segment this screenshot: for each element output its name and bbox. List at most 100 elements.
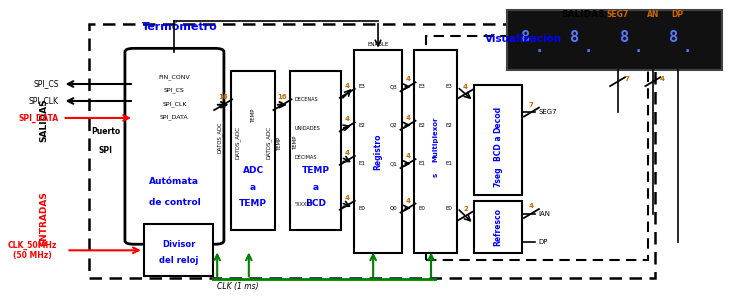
Text: IAN: IAN [538, 211, 550, 217]
Text: .: . [633, 40, 642, 55]
Text: 16: 16 [219, 94, 228, 100]
Text: E2: E2 [359, 123, 366, 128]
Bar [354, 50, 403, 253]
Bar [290, 71, 341, 230]
Text: BCD a: BCD a [494, 136, 502, 161]
Text: 4: 4 [406, 76, 410, 82]
Text: ADC: ADC [243, 166, 264, 175]
Text: .: . [535, 40, 544, 55]
Text: CLK_50MHz: CLK_50MHz [8, 241, 57, 250]
Text: E0: E0 [359, 206, 366, 211]
Text: a: a [250, 183, 256, 192]
Text: DP: DP [672, 10, 684, 19]
Text: Registro: Registro [373, 133, 382, 170]
Text: DP: DP [538, 239, 547, 245]
Text: SALIDAS: SALIDAS [39, 98, 48, 142]
Text: ENABLE: ENABLE [367, 43, 388, 47]
Text: 4: 4 [345, 195, 350, 201]
Text: AN: AN [647, 10, 659, 19]
Text: de control: de control [149, 197, 201, 206]
Bar [144, 224, 213, 276]
Text: s: s [432, 173, 438, 177]
Text: 7: 7 [624, 76, 629, 82]
Text: 4: 4 [406, 115, 410, 121]
Text: FIN_CONV: FIN_CONV [158, 74, 190, 80]
Text: Decod: Decod [494, 106, 502, 134]
Text: Autómata: Autómata [149, 177, 199, 186]
Text: Termómetro: Termómetro [142, 22, 217, 32]
Text: Visualización: Visualización [486, 34, 562, 44]
Text: 4: 4 [463, 83, 468, 89]
Text: 4: 4 [345, 83, 350, 89]
Text: TEMP: TEMP [277, 136, 282, 150]
Text: E3: E3 [446, 84, 452, 89]
Text: TEMP: TEMP [302, 166, 329, 175]
Text: 8: 8 [620, 30, 629, 45]
Text: Q2: Q2 [389, 123, 397, 128]
Text: E1: E1 [446, 161, 452, 166]
Text: SPI_CLK: SPI_CLK [162, 101, 187, 107]
Text: 8: 8 [670, 30, 679, 45]
Text: Multiplexor: Multiplexor [432, 117, 438, 162]
Text: TEMP: TEMP [293, 136, 299, 150]
Text: DECENAS: DECENAS [294, 98, 318, 102]
Bar [89, 24, 655, 278]
Text: Q0: Q0 [389, 206, 397, 211]
Text: E2: E2 [418, 123, 425, 128]
Text: 7seg: 7seg [494, 167, 502, 187]
Text: SPI_DATA: SPI_DATA [160, 115, 188, 120]
Text: 8: 8 [570, 30, 579, 45]
Text: DATOS_ADC: DATOS_ADC [234, 126, 241, 159]
Text: DÉCIMAS: DÉCIMAS [294, 154, 317, 160]
FancyBboxPatch shape [125, 48, 224, 244]
Text: E3: E3 [418, 84, 425, 89]
Bar [427, 36, 648, 260]
Text: CLK (1 ms): CLK (1 ms) [217, 282, 259, 291]
Text: BCD: BCD [305, 199, 326, 208]
Text: SALIDAS: SALIDAS [562, 10, 605, 19]
Text: .: . [683, 40, 692, 55]
Text: 4: 4 [406, 198, 410, 204]
Text: 8: 8 [521, 30, 530, 45]
Text: 16: 16 [277, 94, 287, 100]
Text: ENTRADAS: ENTRADAS [39, 191, 48, 246]
Text: Puerto: Puerto [90, 127, 120, 136]
Text: (50 MHz): (50 MHz) [14, 251, 52, 260]
Text: SPI_DATA: SPI_DATA [19, 113, 59, 122]
Text: 4: 4 [406, 153, 410, 159]
Text: DATOS_ADC: DATOS_ADC [216, 121, 222, 153]
Text: SPI: SPI [99, 146, 112, 154]
Text: E2: E2 [446, 123, 452, 128]
Bar [231, 71, 275, 230]
Text: UNIDADES: UNIDADES [294, 126, 320, 131]
Text: 7: 7 [529, 102, 534, 108]
Text: 4: 4 [529, 203, 534, 209]
Text: SPI_CS: SPI_CS [33, 80, 59, 88]
Bar [507, 10, 722, 70]
Bar [474, 200, 523, 253]
Text: TEMP: TEMP [250, 109, 256, 123]
Text: E1: E1 [359, 161, 366, 166]
Text: SPI_CS: SPI_CS [164, 88, 185, 93]
Text: Q1: Q1 [389, 161, 397, 166]
Text: "XXXX": "XXXX" [294, 202, 312, 207]
Text: Refresco: Refresco [494, 208, 502, 245]
Text: Divisor: Divisor [162, 240, 195, 249]
Text: E1: E1 [418, 161, 425, 166]
Text: SEG7: SEG7 [538, 109, 556, 115]
Text: 4: 4 [659, 76, 664, 82]
Text: E0: E0 [418, 206, 425, 211]
Text: SPI_CLK: SPI_CLK [29, 97, 59, 106]
Text: DATOS_ADC: DATOS_ADC [266, 126, 271, 159]
Text: 4: 4 [345, 116, 350, 122]
Bar [414, 50, 457, 253]
Text: a: a [312, 183, 318, 192]
Text: 2: 2 [463, 206, 467, 212]
Text: 4: 4 [345, 150, 350, 156]
Text: .: . [584, 40, 593, 55]
Text: E0: E0 [446, 206, 452, 211]
Text: Q3: Q3 [389, 84, 397, 89]
Text: TEMP: TEMP [239, 199, 267, 208]
Text: E3: E3 [359, 84, 366, 89]
Text: SEG7: SEG7 [606, 10, 629, 19]
